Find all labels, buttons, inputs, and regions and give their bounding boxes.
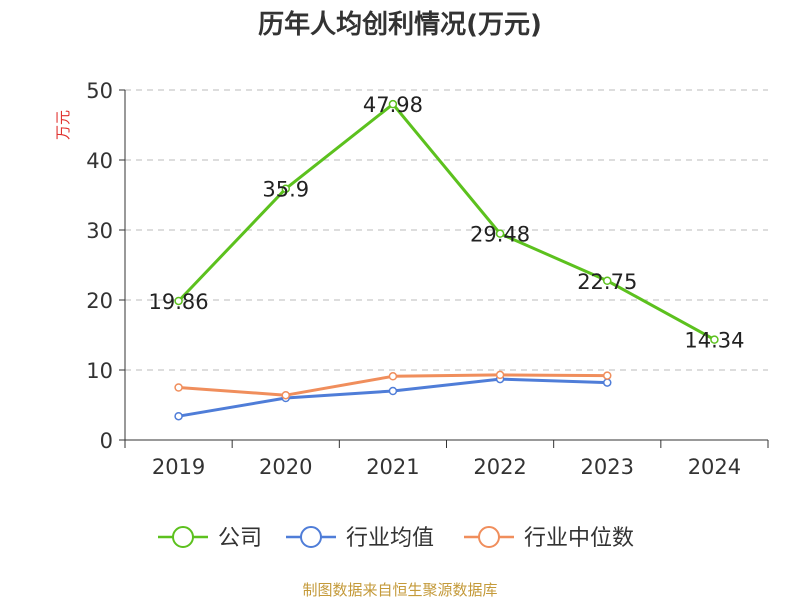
legend-label: 行业均值 xyxy=(346,526,434,551)
data-label: 47.98 xyxy=(363,93,423,117)
data-label: 22.75 xyxy=(577,270,637,294)
data-point xyxy=(174,411,183,421)
y-tick-label: 20 xyxy=(86,289,113,313)
legend-marker xyxy=(300,526,322,548)
series-line xyxy=(178,377,608,418)
y-tick-label: 30 xyxy=(86,219,113,243)
data-point xyxy=(388,386,398,396)
data-point xyxy=(388,99,398,109)
data-label: 29.48 xyxy=(470,223,530,247)
data-point xyxy=(710,335,719,344)
data-point xyxy=(603,378,612,387)
series-line xyxy=(177,102,716,341)
y-tick-label: 0 xyxy=(100,429,113,453)
legend: 公司 行业均值 行业中位数 xyxy=(158,526,634,551)
y-tick-label: 40 xyxy=(86,149,113,173)
legend-marker xyxy=(172,526,194,548)
data-point xyxy=(174,383,183,392)
data-label: 14.34 xyxy=(684,329,744,353)
chart-title: 历年人均创利情况(万元) xyxy=(258,10,542,40)
data-label: 35.9 xyxy=(262,178,309,202)
data-label: 19.86 xyxy=(149,290,209,314)
y-tick-label: 50 xyxy=(86,79,113,103)
legend-marker xyxy=(478,526,500,548)
data-labels: 19.86 35.9 47.98 29.48 22.75 14.34 xyxy=(149,93,745,352)
source-note: 制图数据来自恒生聚源数据库 xyxy=(302,581,498,599)
grid-lines xyxy=(125,89,768,371)
legend-label: 公司 xyxy=(218,526,262,551)
y-tick-label: 10 xyxy=(86,359,113,383)
x-tick-label: 2022 xyxy=(473,455,526,479)
data-point xyxy=(281,184,290,193)
data-point xyxy=(495,229,505,238)
data-point xyxy=(603,371,612,380)
data-point xyxy=(281,390,290,400)
x-tick-label: 2019 xyxy=(152,455,205,479)
axes: 0 10 20 30 40 50 2019 2020 2021 2022 2023 2024 xyxy=(86,79,769,479)
x-tick-label: 2020 xyxy=(259,455,312,479)
legend-label: 行业中位数 xyxy=(524,526,634,551)
data-point xyxy=(388,372,398,381)
data-point xyxy=(603,276,612,285)
x-tick-label: 2021 xyxy=(366,455,419,479)
x-tick-label: 2023 xyxy=(581,455,634,479)
x-tick-label: 2024 xyxy=(688,455,741,479)
data-point xyxy=(495,370,505,380)
series-lines xyxy=(174,99,719,421)
data-point xyxy=(174,296,183,306)
